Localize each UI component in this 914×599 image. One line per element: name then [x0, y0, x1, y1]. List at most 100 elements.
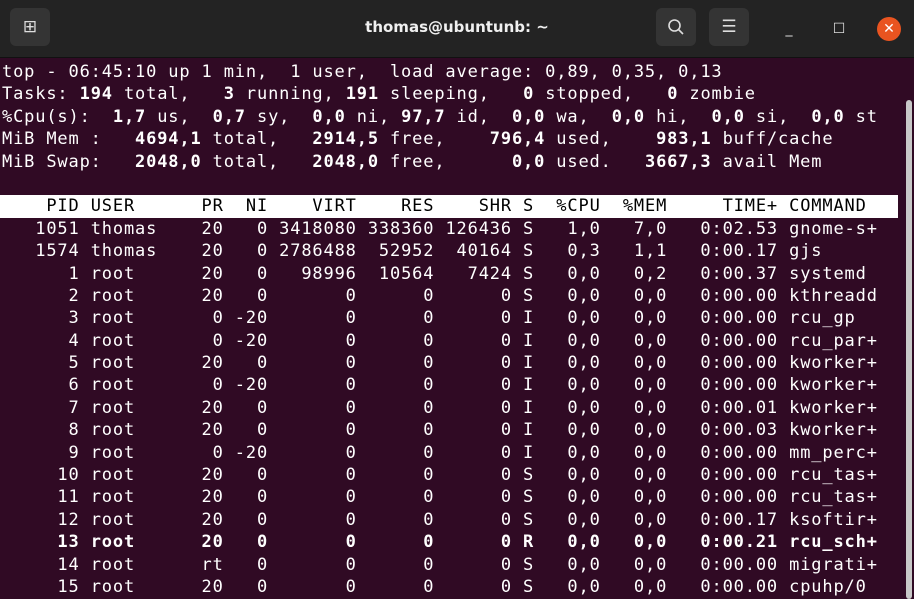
table-cell: 0	[356, 442, 435, 463]
table-cell: 0,0	[534, 375, 601, 396]
table-cell: 0,2	[600, 263, 668, 284]
table-cell: 126436	[434, 218, 512, 239]
table-cell: 6	[2, 375, 80, 396]
table-cell: 338360	[356, 218, 435, 239]
table-cell: 0	[268, 285, 357, 306]
summary-segment: used,	[545, 129, 657, 150]
maximize-icon: ☐	[832, 21, 846, 37]
process-row: 13 root 20 0 0 0 0 R 0,0 0,0 0:00.21 rcu…	[2, 531, 900, 553]
table-cell: 13	[2, 532, 80, 553]
column-header: S	[511, 196, 535, 217]
minimize-button[interactable]: _	[777, 17, 801, 41]
table-cell: 10564	[356, 263, 435, 284]
summary-segment: 796,4	[489, 129, 546, 150]
summary-line: Tasks: 194 total, 3 running, 191 sleepin…	[2, 83, 900, 105]
table-cell: -20	[223, 375, 269, 396]
table-cell: rt	[179, 554, 224, 575]
summary-line: MiB Mem : 4694,1 total, 2914,5 free, 796…	[2, 128, 900, 150]
table-cell: -20	[223, 308, 269, 329]
table-cell: 0	[356, 353, 435, 374]
minimize-icon: _	[785, 21, 793, 37]
table-cell: 0	[434, 442, 512, 463]
process-row: 5 root 20 0 0 0 0 I 0,0 0,0 0:00.00 kwor…	[2, 352, 900, 374]
terminal-output[interactable]: top - 06:45:10 up 1 min, 1 user, load av…	[0, 61, 900, 598]
table-cell: I	[511, 330, 535, 351]
new-tab-button[interactable]: ⊞	[10, 8, 50, 46]
table-cell: 0	[356, 420, 435, 441]
summary-segment: top - 06:45:10 up 1 min, 1 user, load av…	[2, 62, 723, 82]
table-cell: 0	[434, 330, 512, 351]
table-cell: 0	[356, 509, 435, 530]
menu-button[interactable]: ☰	[709, 8, 749, 46]
new-tab-icon: ⊞	[22, 17, 38, 37]
table-cell: 0	[268, 375, 357, 396]
process-row: 11 root 20 0 0 0 0 S 0,0 0,0 0:00.00 rcu…	[2, 486, 900, 508]
table-cell: 0,0	[600, 285, 668, 306]
summary-line: top - 06:45:10 up 1 min, 1 user, load av…	[2, 61, 900, 83]
summary-segment: total,	[201, 129, 313, 150]
table-cell: 20	[179, 218, 224, 239]
summary-segment: ni,	[345, 106, 402, 127]
table-cell: 0	[268, 442, 357, 463]
table-cell: 0:00.00	[667, 442, 779, 463]
search-button[interactable]	[656, 8, 696, 46]
table-cell: 0	[268, 308, 357, 329]
maximize-button[interactable]: ☐	[827, 17, 851, 41]
summary-segment: 0,0	[711, 106, 745, 127]
table-cell: 0	[223, 509, 269, 530]
summary-segment: stopped,	[534, 84, 668, 105]
table-cell: S	[511, 509, 535, 530]
table-cell: 0,0	[600, 465, 668, 486]
table-cell: kworker+	[778, 353, 878, 374]
process-row: 1 root 20 0 98996 10564 7424 S 0,0 0,2 0…	[2, 263, 900, 285]
table-cell: 0,0	[534, 487, 601, 508]
summary-segment: 1,7	[112, 106, 147, 127]
title-bar: ⊞ thomas@ubuntunb: ~ ☰ _ ☐ ✕	[0, 0, 914, 58]
summary-segment: MiB Mem :	[2, 129, 136, 150]
table-cell: 0	[356, 554, 435, 575]
summary-segment: Tasks:	[2, 84, 80, 105]
summary-segment: 983,1	[656, 129, 712, 150]
table-cell: 0,0	[534, 397, 601, 418]
summary-segment: hi,	[645, 106, 712, 127]
table-cell: 0:00.21	[667, 532, 779, 553]
table-cell: 1,1	[600, 241, 668, 262]
table-cell: root	[79, 420, 180, 441]
table-cell: S	[511, 241, 535, 262]
table-cell: 0,3	[534, 241, 601, 262]
table-cell: 0,0	[600, 308, 668, 329]
table-cell: 0,0	[600, 576, 668, 597]
table-cell: S	[511, 576, 535, 597]
close-button[interactable]: ✕	[877, 17, 901, 41]
table-cell: 0	[223, 465, 269, 486]
table-cell: 4	[2, 330, 80, 351]
summary-segment: wa,	[545, 106, 612, 127]
table-cell: 20	[179, 241, 224, 262]
table-cell: S	[511, 465, 535, 486]
column-header: NI	[223, 196, 269, 217]
table-cell: 0,0	[600, 420, 668, 441]
table-cell: 0,0	[600, 487, 668, 508]
table-cell: systemd	[778, 263, 867, 284]
table-cell: gnome-s+	[778, 218, 878, 239]
table-cell: root	[79, 375, 180, 396]
process-row: 9 root 0 -20 0 0 0 I 0,0 0,0 0:00.00 mm_…	[2, 442, 900, 464]
table-cell: 0	[268, 554, 357, 575]
table-cell: I	[511, 397, 535, 418]
table-cell: 0:00.03	[667, 420, 779, 441]
table-cell: root	[79, 576, 180, 597]
table-cell: 0	[434, 285, 512, 306]
summary-segment: 3667,3	[644, 151, 712, 172]
summary-segment: 194	[79, 84, 113, 105]
table-cell: 0:00.00	[667, 465, 779, 486]
table-cell: 0,0	[534, 509, 601, 530]
table-cell: 0:00.00	[667, 330, 779, 351]
column-header: PR	[179, 196, 224, 217]
summary-segment: sy,	[245, 106, 313, 127]
table-cell: rcu_par+	[778, 330, 878, 351]
table-cell: 0,0	[534, 465, 601, 486]
summary-segment: free,	[378, 151, 512, 172]
summary-segment: total,	[201, 151, 313, 172]
scrollbar[interactable]	[906, 100, 912, 599]
table-cell: gjs	[778, 241, 823, 262]
